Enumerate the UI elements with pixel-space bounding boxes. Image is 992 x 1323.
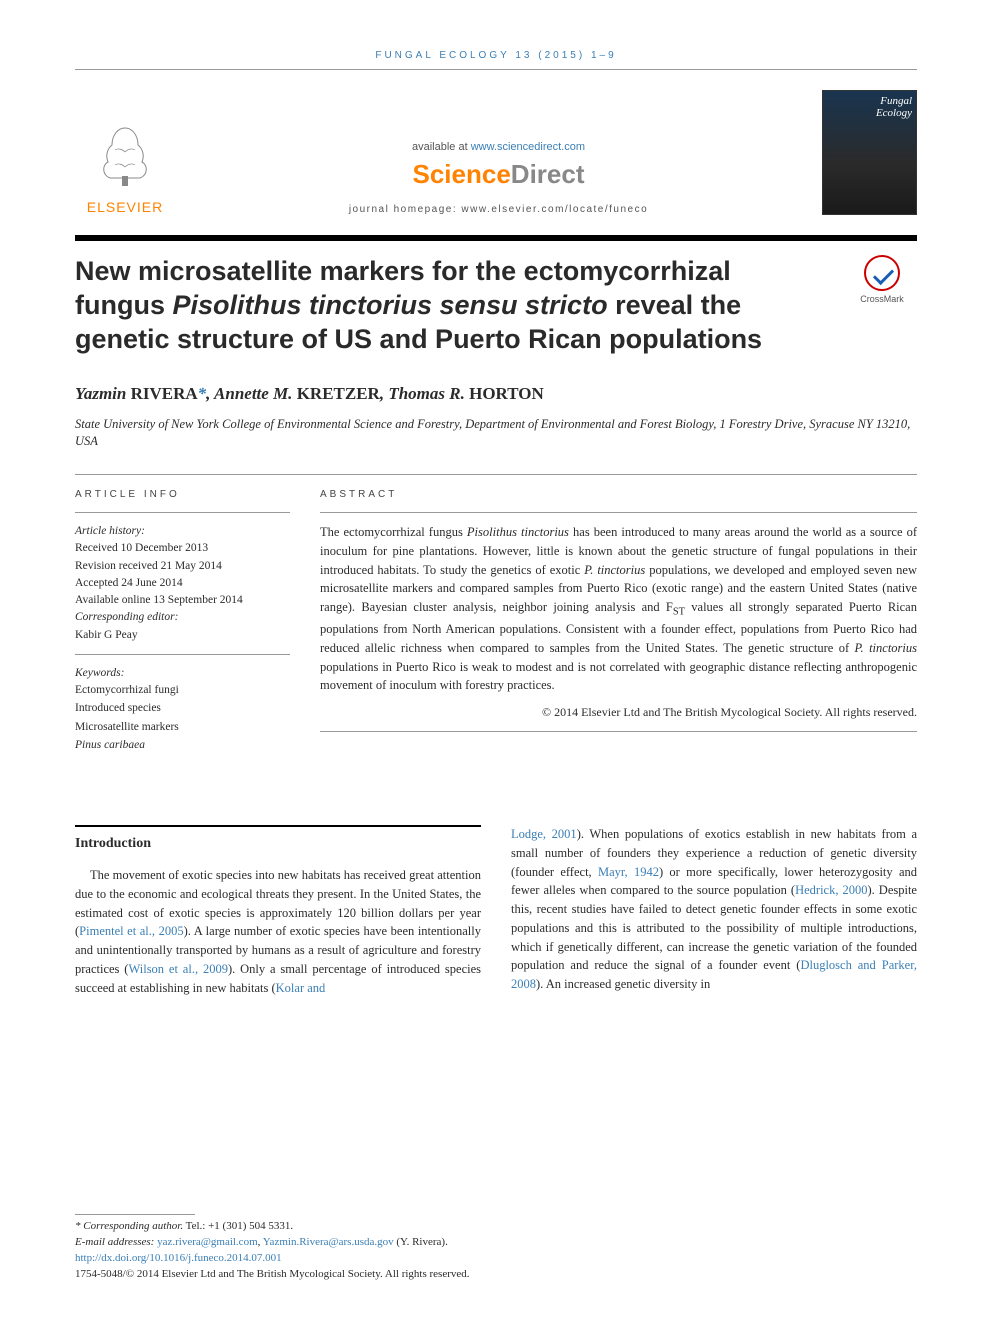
- header-center: available at www.sciencedirect.com Scien…: [175, 141, 822, 215]
- available-at-line: available at www.sciencedirect.com: [195, 141, 802, 153]
- corr-editor-label: Corresponding editor:: [75, 609, 290, 626]
- history-line: Revision received 21 May 2014: [75, 558, 290, 575]
- history-line: Accepted 24 June 2014: [75, 575, 290, 592]
- page-footer: * Corresponding author. Tel.: +1 (301) 5…: [75, 1214, 917, 1283]
- abstract-rule: [320, 512, 917, 513]
- email-link-2[interactable]: Yazmin.Rivera@ars.usda.gov: [263, 1236, 394, 1248]
- crossmark-label: CrossMark: [860, 294, 904, 304]
- title-top-bar: [75, 235, 917, 241]
- journal-homepage-line: journal homepage: www.elsevier.com/locat…: [195, 204, 802, 215]
- ref-kolar-a[interactable]: Kolar and: [276, 981, 326, 995]
- journal-reference: FUNGAL ECOLOGY 13 (2015) 1–9: [75, 50, 917, 61]
- title-taxon: Pisolithus tinctorius sensu stricto: [172, 290, 607, 320]
- top-rule: [75, 69, 917, 70]
- author: Yazmin RIVERA*: [75, 384, 206, 403]
- keyword: Microsatellite markers: [75, 719, 290, 736]
- info-rule-2: [75, 654, 290, 655]
- author: Thomas R. HORTON: [388, 384, 543, 403]
- intro-para-left: The movement of exotic species into new …: [75, 866, 481, 997]
- elsevier-tree-icon: [90, 120, 160, 190]
- abstract-text: The ectomycorrhizal fungus Pisolithus ti…: [320, 523, 917, 695]
- footer-rule: [75, 1214, 195, 1215]
- keyword: Ectomycorrhizal fungi: [75, 682, 290, 699]
- elsevier-logo[interactable]: ELSEVIER: [75, 120, 175, 215]
- sd-word-a: Science: [413, 159, 511, 189]
- abstract-bottom-rule: [320, 731, 917, 732]
- abstract-heading: ABSTRACT: [320, 487, 917, 502]
- article-title: New microsatellite markers for the ectom…: [75, 255, 827, 356]
- ref-mayr[interactable]: Mayr, 1942: [598, 865, 659, 879]
- column-left: Introduction The movement of exotic spec…: [75, 825, 481, 997]
- elsevier-wordmark: ELSEVIER: [75, 199, 175, 215]
- affiliation: State University of New York College of …: [75, 416, 917, 450]
- abstract-block: ABSTRACT The ectomycorrhizal fungus Piso…: [320, 487, 917, 755]
- info-abstract-row: ARTICLE INFO Article history: Received 1…: [75, 474, 917, 755]
- body-columns: Introduction The movement of exotic spec…: [75, 825, 917, 997]
- ref-hedrick[interactable]: Hedrick, 2000: [795, 883, 867, 897]
- crossmark-badge[interactable]: CrossMark: [847, 255, 917, 304]
- authors-line: Yazmin RIVERA*, Annette M. KRETZER, Thom…: [75, 384, 917, 404]
- keywords-label: Keywords:: [75, 665, 290, 682]
- keyword: Pinus caribaea: [75, 737, 290, 754]
- email-link-1[interactable]: yaz.rivera@gmail.com: [157, 1236, 258, 1248]
- article-history-list: Received 10 December 2013Revision receiv…: [75, 540, 290, 609]
- article-history-label: Article history:: [75, 523, 290, 540]
- science-direct-logo[interactable]: ScienceDirect: [195, 159, 802, 190]
- journal-cover-thumbnail[interactable]: FungalEcology: [822, 90, 917, 215]
- sciencedirect-link[interactable]: www.sciencedirect.com: [471, 141, 585, 153]
- ref-kolar-b[interactable]: Lodge, 2001: [511, 827, 577, 841]
- header-row: ELSEVIER available at www.sciencedirect.…: [75, 90, 917, 215]
- doi-link[interactable]: http://dx.doi.org/10.1016/j.funeco.2014.…: [75, 1252, 282, 1264]
- corresponding-author-line: * Corresponding author. Tel.: +1 (301) 5…: [75, 1219, 917, 1235]
- keyword: Introduced species: [75, 700, 290, 717]
- column-right: Lodge, 2001). When populations of exotic…: [511, 825, 917, 997]
- title-row: New microsatellite markers for the ectom…: [75, 255, 917, 356]
- issn-line: 1754-5048/© 2014 Elsevier Ltd and The Br…: [75, 1267, 917, 1283]
- keywords-list: Ectomycorrhizal fungiIntroduced species M…: [75, 682, 290, 754]
- history-line: Available online 13 September 2014: [75, 592, 290, 609]
- ref-wilson[interactable]: Wilson et al., 2009: [128, 962, 228, 976]
- corr-editor-name: Kabir G Peay: [75, 627, 290, 644]
- article-info-sidebar: ARTICLE INFO Article history: Received 1…: [75, 487, 290, 755]
- history-line: Received 10 December 2013: [75, 540, 290, 557]
- sd-word-b: Direct: [511, 159, 585, 189]
- info-rule-1: [75, 512, 290, 513]
- cover-journal-title: FungalEcology: [876, 95, 912, 119]
- abstract-copyright: © 2014 Elsevier Ltd and The British Myco…: [320, 703, 917, 721]
- available-prefix: available at: [412, 141, 471, 153]
- crossmark-icon: [864, 255, 900, 291]
- author: Annette M. KRETZER: [214, 384, 380, 403]
- intro-heading: Introduction: [75, 833, 481, 854]
- article-info-heading: ARTICLE INFO: [75, 487, 290, 502]
- intro-rule: [75, 825, 481, 827]
- ref-pimentel[interactable]: Pimentel et al., 2005: [79, 924, 183, 938]
- email-line: E-mail addresses: yaz.rivera@gmail.com, …: [75, 1235, 917, 1251]
- intro-para-right: Lodge, 2001). When populations of exotic…: [511, 825, 917, 994]
